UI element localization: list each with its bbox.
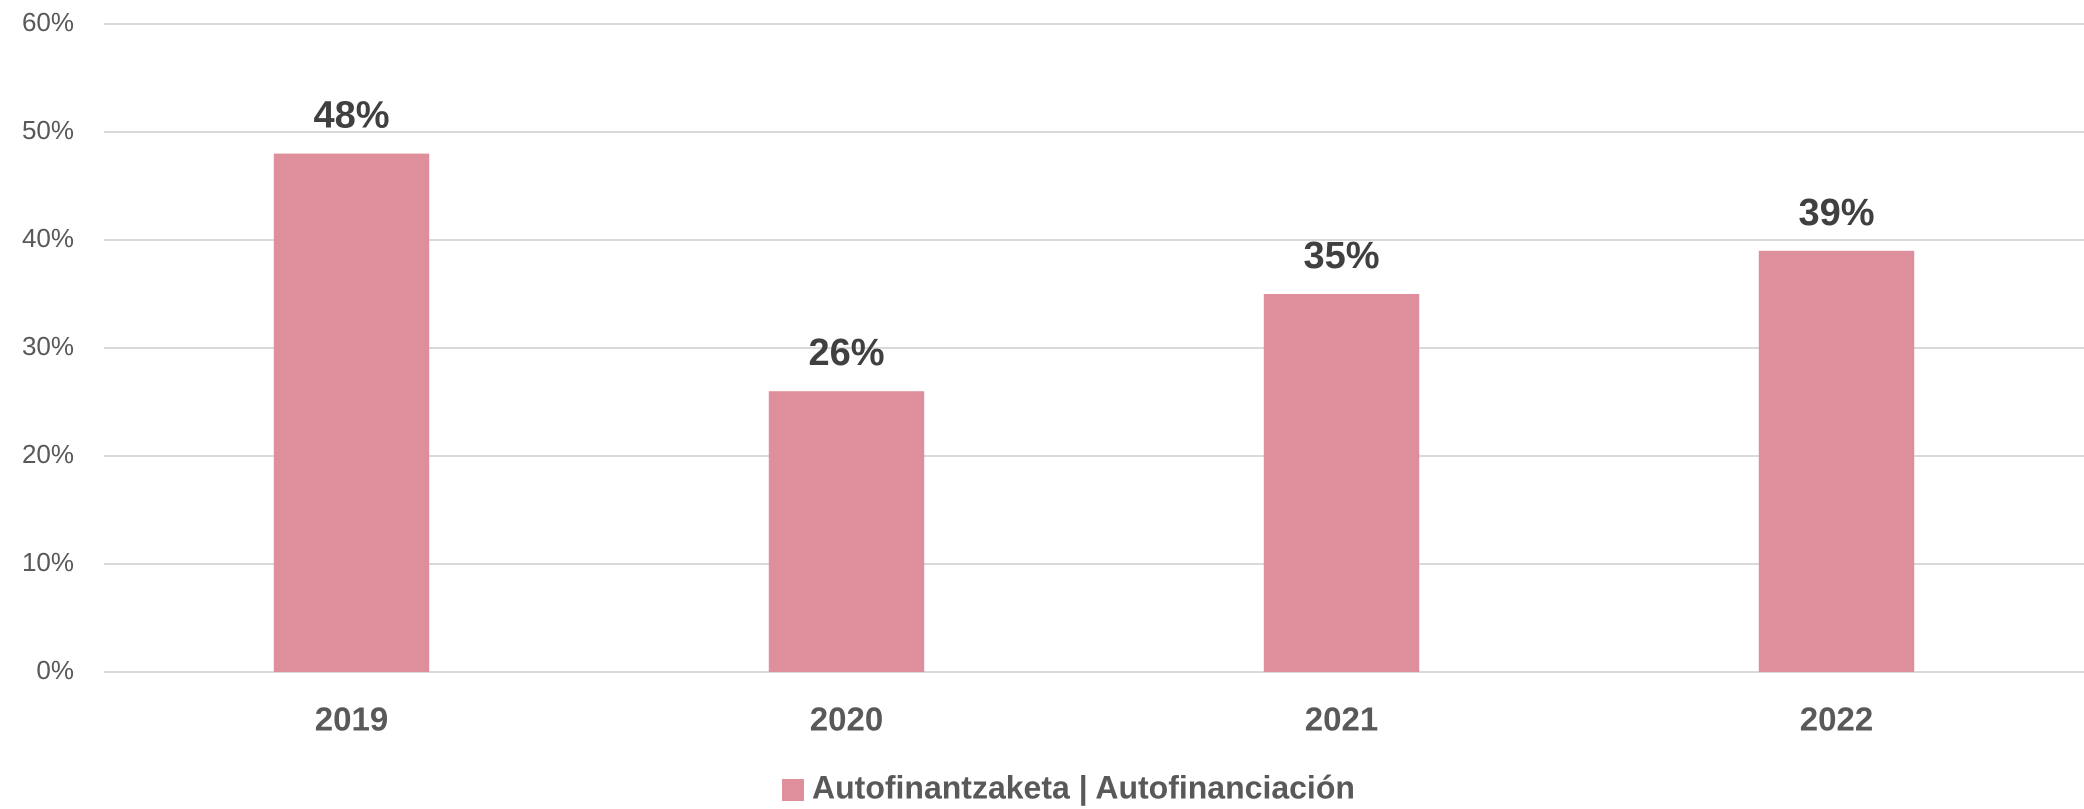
bar — [768, 391, 925, 672]
data-label: 35% — [1303, 235, 1379, 277]
y-tick-label: 40% — [22, 223, 74, 253]
y-tick-label: 10% — [22, 547, 74, 577]
data-label: 48% — [313, 95, 389, 137]
legend-swatch — [782, 779, 804, 801]
data-label: 26% — [808, 332, 884, 374]
y-tick-label: 50% — [22, 115, 74, 145]
x-tick-label: 2019 — [315, 701, 388, 738]
bar — [1758, 250, 1915, 673]
y-tick-label: 30% — [22, 331, 74, 361]
x-tick-label: 2020 — [810, 701, 883, 738]
x-tick-label: 2021 — [1305, 701, 1378, 738]
x-tick-label: 2022 — [1800, 701, 1873, 738]
bar — [1263, 294, 1420, 672]
bar — [273, 153, 430, 673]
data-label: 39% — [1798, 192, 1874, 234]
legend-label: Autofinantzaketa | Autofinanciación — [812, 769, 1355, 805]
y-tick-label: 60% — [22, 7, 74, 37]
y-tick-label: 20% — [22, 439, 74, 469]
y-tick-label: 0% — [36, 655, 74, 685]
